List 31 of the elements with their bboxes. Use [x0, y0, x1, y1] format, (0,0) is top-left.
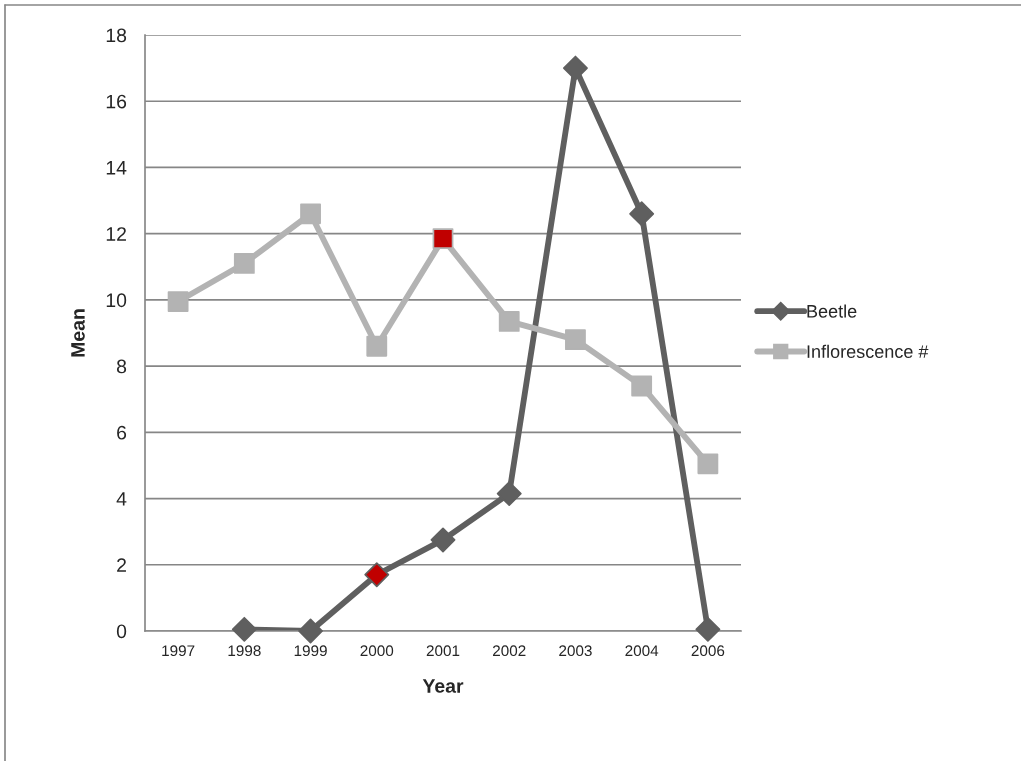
point: [231, 616, 257, 642]
y-tick-label: 16: [106, 94, 127, 109]
y-tick-label: 8: [116, 359, 127, 374]
x-tick-label: 2004: [625, 645, 659, 657]
x-tick-label: 1998: [228, 645, 261, 657]
point: [430, 527, 456, 553]
x-tick-label: 2003: [559, 645, 592, 657]
y-tick-label: 4: [116, 492, 127, 506]
x-tick-label: 2002: [493, 645, 526, 657]
y-tick-label: 0: [116, 624, 127, 639]
point: [695, 616, 721, 642]
legend-label: Inflorescence #: [807, 344, 929, 358]
point: [364, 562, 390, 588]
y-tick-label: 12: [106, 227, 126, 241]
x-tick-label: 2001: [426, 645, 460, 657]
point: [298, 618, 324, 644]
y-axis-title: Mean: [71, 309, 85, 357]
y-tick-label: 6: [117, 425, 127, 440]
legend-label: Beetle: [807, 304, 857, 318]
x-tick-label: 1997: [162, 645, 195, 657]
x-tick-label: 2006: [691, 645, 725, 657]
y-tick-label: 2: [117, 558, 126, 572]
x-tick-label: 2000: [360, 645, 394, 657]
point: [562, 55, 588, 81]
x-tick-label: 1999: [294, 645, 327, 657]
y-tick-label: 18: [106, 28, 127, 43]
point: [496, 481, 522, 507]
x-axis-title: Year: [422, 679, 464, 693]
y-tick-label: 10: [106, 293, 127, 308]
y-tick-label: 14: [106, 161, 127, 175]
point: [629, 201, 655, 227]
